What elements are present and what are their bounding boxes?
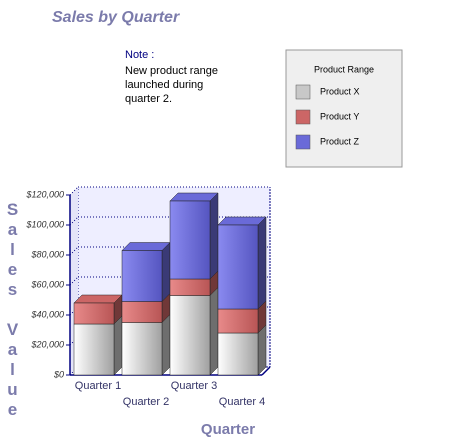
x-tick-label: Quarter 1 — [75, 380, 121, 392]
bar — [217, 308, 259, 334]
y-tick-label: $120,000 — [25, 189, 64, 199]
y-tick-label: $40,000 — [30, 309, 64, 319]
bar-side — [113, 315, 123, 376]
legend-title: Product Range — [314, 64, 374, 74]
grid-line-wall — [69, 216, 79, 226]
bar-side — [257, 324, 267, 376]
bar-top — [73, 294, 123, 304]
x-tick-label: Quarter 4 — [219, 396, 265, 408]
bar — [73, 323, 115, 376]
legend-swatch — [295, 134, 311, 150]
bar-top — [169, 192, 219, 202]
bar — [169, 278, 211, 296]
legend-swatch — [295, 84, 311, 100]
bar — [121, 322, 163, 376]
grid-line-wall — [69, 276, 79, 286]
bar-side — [161, 313, 171, 376]
bar-top — [217, 216, 267, 226]
note-line: launched during — [125, 79, 203, 91]
bar — [169, 295, 211, 376]
bar — [217, 224, 259, 310]
bar — [121, 301, 163, 323]
y-tick-label: $100,000 — [25, 219, 64, 229]
bar-top — [121, 242, 171, 251]
legend-label: Product Y — [320, 111, 359, 121]
bar-side — [161, 241, 171, 303]
bar — [169, 200, 211, 280]
grid-line-wall — [69, 186, 79, 196]
legend-label: Product X — [320, 86, 360, 96]
bar — [217, 332, 259, 376]
floor-edge — [261, 366, 271, 376]
note-line: New product range — [125, 65, 218, 77]
legend-swatch — [295, 109, 311, 125]
grid-line-wall — [69, 246, 79, 256]
note-title: Note : — [125, 49, 154, 61]
y-tick-label: $60,000 — [30, 279, 64, 289]
bar-side — [209, 286, 219, 376]
chart-title: Sales by Quarter — [52, 9, 180, 26]
note-line: quarter 2. — [125, 93, 172, 105]
y-tick-label: $80,000 — [30, 249, 64, 259]
bar-side — [257, 216, 267, 310]
x-tick-label: Quarter 3 — [171, 380, 217, 392]
y-axis-title: Sales Value — [3, 200, 22, 420]
x-tick-label: Quarter 2 — [123, 396, 169, 408]
x-axis-title: Quarter — [201, 421, 255, 438]
bar-side — [209, 192, 219, 280]
y-tick-label: $20,000 — [30, 339, 64, 349]
legend-label: Product Z — [320, 136, 360, 146]
y-tick-label: $0 — [53, 369, 64, 379]
bar — [121, 250, 163, 302]
bar — [73, 302, 115, 325]
